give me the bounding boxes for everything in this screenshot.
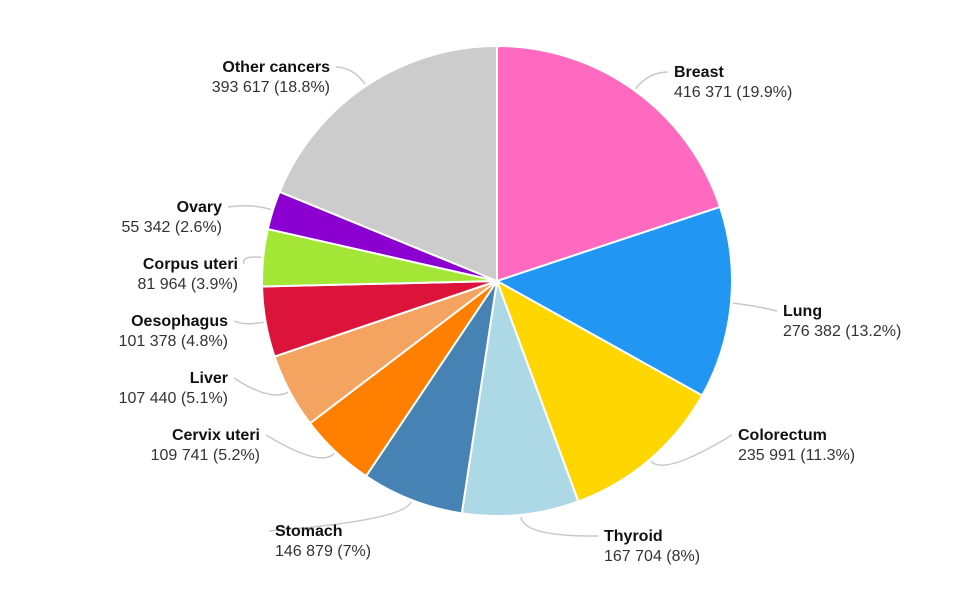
slice-stomach [364,280,498,515]
slice-label-value-ovary: 55 342 (2.6%) [121,219,222,236]
pie-slices [261,44,733,517]
slice-colorectum [495,278,704,503]
leader-lines [227,66,778,537]
slice-label-value-thyroid: 167 704 (8%) [604,548,700,565]
leader-line-liver [233,377,289,396]
slice-label-name-stomach: Stomach [275,523,343,540]
slice-label-name-liver: Liver [190,370,228,387]
leader-line-stomach [268,501,412,532]
slice-label-name-colorectum: Colorectum [738,427,827,444]
leader-line-oesophagus [233,320,264,325]
leader-line-corpus-uteri [242,256,262,265]
slice-label-value-liver: 107 440 (5.1%) [119,390,228,407]
slice-other-cancers [278,44,498,283]
leader-line-breast [635,71,669,90]
slice-breast [496,44,722,283]
slice-label-name-other-cancers: Other cancers [222,59,330,76]
slice-label-name-ovary: Ovary [177,199,222,216]
leader-line-cervix-uteri [265,434,335,459]
slice-label-value-oesophagus: 101 378 (4.8%) [119,333,228,350]
leader-line-colorectum [650,434,733,466]
slice-label-value-breast: 416 371 (19.9%) [674,84,792,101]
slice-label-value-corpus-uteri: 81 964 (3.9%) [137,276,238,293]
slice-label-name-corpus-uteri: Corpus uteri [143,256,238,273]
slice-label-value-colorectum: 235 991 (11.3%) [738,447,855,464]
slice-thyroid [460,280,580,517]
slice-label-value-stomach: 146 879 (7%) [275,543,371,560]
leader-line-ovary [227,205,272,211]
leader-line-other-cancers [335,66,366,85]
slice-labels: Breast 416 371 (19.9%) Lung 276 382 (13.2%)… [119,59,902,565]
slice-label-name-oesophagus: Oesophagus [131,313,228,330]
slice-label-value-cervix-uteri: 109 741 (5.2%) [151,447,260,464]
slice-label-name-thyroid: Thyroid [604,528,663,545]
slice-label-name-breast: Breast [674,64,724,81]
slice-lung [494,205,733,397]
leader-line-lung [732,302,778,312]
slice-label-value-lung: 276 382 (13.2%) [783,323,901,340]
slice-label-name-cervix-uteri: Cervix uteri [172,427,260,444]
leader-line-thyroid [520,516,599,537]
slice-label-name-lung: Lung [783,303,822,320]
slice-label-value-other-cancers: 393 617 (18.8%) [212,79,330,96]
